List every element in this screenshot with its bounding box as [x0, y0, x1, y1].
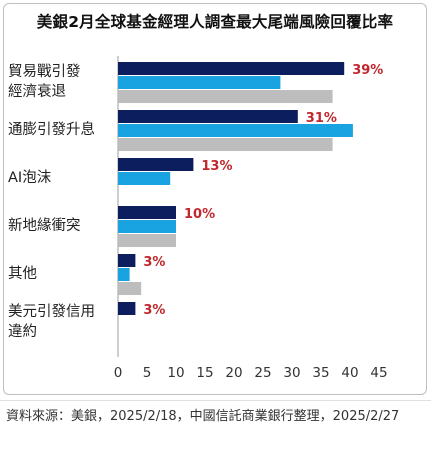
bar [118, 124, 353, 137]
bar [118, 110, 298, 123]
data-label: 3% [143, 255, 165, 270]
divider [0, 400, 431, 401]
category-label: 其他 [8, 265, 37, 282]
data-label: 13% [201, 159, 232, 174]
bar [118, 206, 176, 219]
category-label: AI泡沫 [8, 169, 52, 186]
category-label: 經濟衰退 [8, 83, 66, 100]
bar [118, 282, 142, 295]
x-tick-label: 15 [196, 365, 213, 381]
bar [118, 268, 130, 281]
data-label: 39% [352, 63, 383, 78]
category-label: 貿易戰引發 [8, 63, 81, 80]
data-label: 3% [143, 303, 165, 318]
bar [118, 302, 136, 315]
category-label: 美元引發信用 [8, 303, 95, 320]
x-tick-label: 20 [225, 365, 242, 381]
category-label: 通膨引發升息 [8, 121, 95, 138]
bar [118, 254, 136, 267]
bar [118, 62, 345, 75]
x-tick-label: 45 [370, 365, 387, 381]
bar [118, 76, 281, 89]
x-tick-label: 0 [114, 365, 123, 381]
data-label: 10% [184, 207, 215, 222]
x-tick-label: 10 [167, 365, 184, 381]
bar [118, 234, 176, 247]
bar [118, 158, 194, 171]
bar [118, 220, 176, 233]
chart-title: 美銀2月全球基金經理人調查最大尾端風險回覆比率 [36, 13, 394, 31]
bar [118, 90, 333, 103]
source-note: 資料來源：美銀，2025/2/18，中國信託商業銀行整理，2025/2/27 [6, 409, 400, 424]
data-label: 31% [306, 111, 337, 126]
x-tick-label: 35 [312, 365, 329, 381]
x-tick-label: 25 [254, 365, 271, 381]
x-tick-label: 5 [143, 365, 152, 381]
bar [118, 138, 333, 151]
bar [118, 172, 171, 185]
category-label: 違約 [8, 323, 37, 340]
category-label: 新地緣衝突 [8, 217, 81, 234]
x-tick-label: 40 [341, 365, 358, 381]
x-tick-label: 30 [283, 365, 300, 381]
